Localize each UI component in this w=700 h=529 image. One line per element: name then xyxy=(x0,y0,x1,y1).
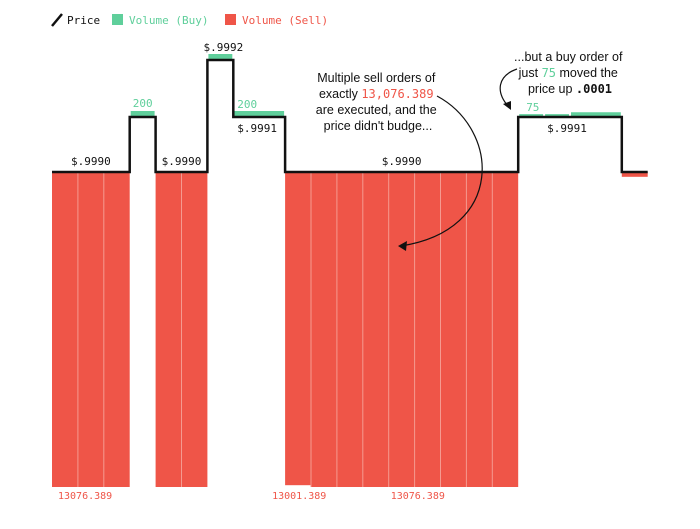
buy-annotation-text: ...but a buy order of just 75 moved the … xyxy=(514,50,626,96)
sell-volume-bar xyxy=(77,172,104,487)
annotation-text-run: price up xyxy=(528,82,576,96)
legend-buy-swatch xyxy=(112,14,123,25)
sell-volume-bar xyxy=(492,172,519,487)
price-label: $.9990 xyxy=(382,155,422,168)
sell-volume-label: 13076.389 xyxy=(58,491,112,502)
annotation-text-run: are executed, and the xyxy=(316,103,437,117)
price-line xyxy=(52,58,648,174)
buy-annotation: ...but a buy order of just 75 moved the … xyxy=(499,50,626,110)
annotation-text-run: Multiple sell orders of xyxy=(317,71,436,85)
buy-volume-label: 75 xyxy=(526,101,539,114)
price-label: $.9990 xyxy=(71,155,111,168)
legend: Price Volume (Buy) Volume (Sell) xyxy=(51,13,328,27)
sell-annotation-arrowhead xyxy=(398,241,407,251)
annotation-text-run: exactly xyxy=(319,87,361,101)
sell-volume-label: 13076.389 xyxy=(391,491,445,502)
annotation-text-run: ...but a buy order of xyxy=(514,50,623,64)
annotation-text-run: moved the xyxy=(556,66,618,80)
buy-volume-bar xyxy=(130,111,155,116)
sell-volume-bar xyxy=(621,172,648,177)
sell-volume-bar xyxy=(466,172,493,487)
annotation-text-run: 75 xyxy=(542,66,556,80)
sell-volume-bar xyxy=(103,172,130,487)
sell-volume-bar xyxy=(440,172,467,487)
sell-volume-bar xyxy=(52,172,78,487)
price-label: $.9991 xyxy=(237,122,277,135)
buy-volume-bar xyxy=(208,54,233,59)
sell-volume-bar xyxy=(285,172,311,486)
legend-buy-label: Volume (Buy) xyxy=(129,14,208,27)
sell-volume-bar xyxy=(414,172,441,487)
buy-volume-label: 200 xyxy=(237,98,257,111)
sell-volume-bar xyxy=(336,172,363,487)
sell-volume-bar xyxy=(362,172,389,487)
price-label: $.9992 xyxy=(203,41,243,54)
buy-volume-bar xyxy=(571,112,621,116)
legend-price-label: Price xyxy=(67,14,100,27)
buy-annotation-arrow xyxy=(499,68,518,107)
sell-volume-bar xyxy=(311,172,337,487)
price-label: $.9991 xyxy=(547,122,587,135)
buy-volume-bar xyxy=(519,114,544,116)
annotation-text-run: 13,076.389 xyxy=(361,87,433,101)
sell-volume-bar xyxy=(155,172,182,487)
buy-volume-bars xyxy=(130,54,621,116)
buy-volume-bar xyxy=(234,111,285,116)
price-label: $.9990 xyxy=(162,155,202,168)
sell-annotation-text: Multiple sell orders of exactly 13,076.3… xyxy=(316,71,440,133)
annotation-text-run: just xyxy=(518,66,542,80)
sell-annotation: Multiple sell orders of exactly 13,076.3… xyxy=(316,71,483,251)
legend-price-swatch xyxy=(51,13,63,27)
annotation-text-run: price didn't budge... xyxy=(324,119,433,133)
legend-sell-swatch xyxy=(225,14,236,25)
buy-volume-bar xyxy=(545,114,569,116)
buy-volume-label: 200 xyxy=(133,97,153,110)
buy-annotation-arrowhead xyxy=(503,101,511,110)
sell-volume-bar xyxy=(181,172,208,487)
sell-annotation-arrow xyxy=(400,95,483,247)
legend-sell-label: Volume (Sell) xyxy=(242,14,328,27)
annotation-text-run: .0001 xyxy=(576,82,612,96)
sell-volume-bars xyxy=(52,172,648,487)
chart-labels: $.9990 13076.389 200 $.9990 $.9992 $.9991 200 $… xyxy=(58,41,587,502)
sell-volume-label: 13001.389 xyxy=(272,491,326,502)
sell-volume-bar xyxy=(388,172,415,487)
